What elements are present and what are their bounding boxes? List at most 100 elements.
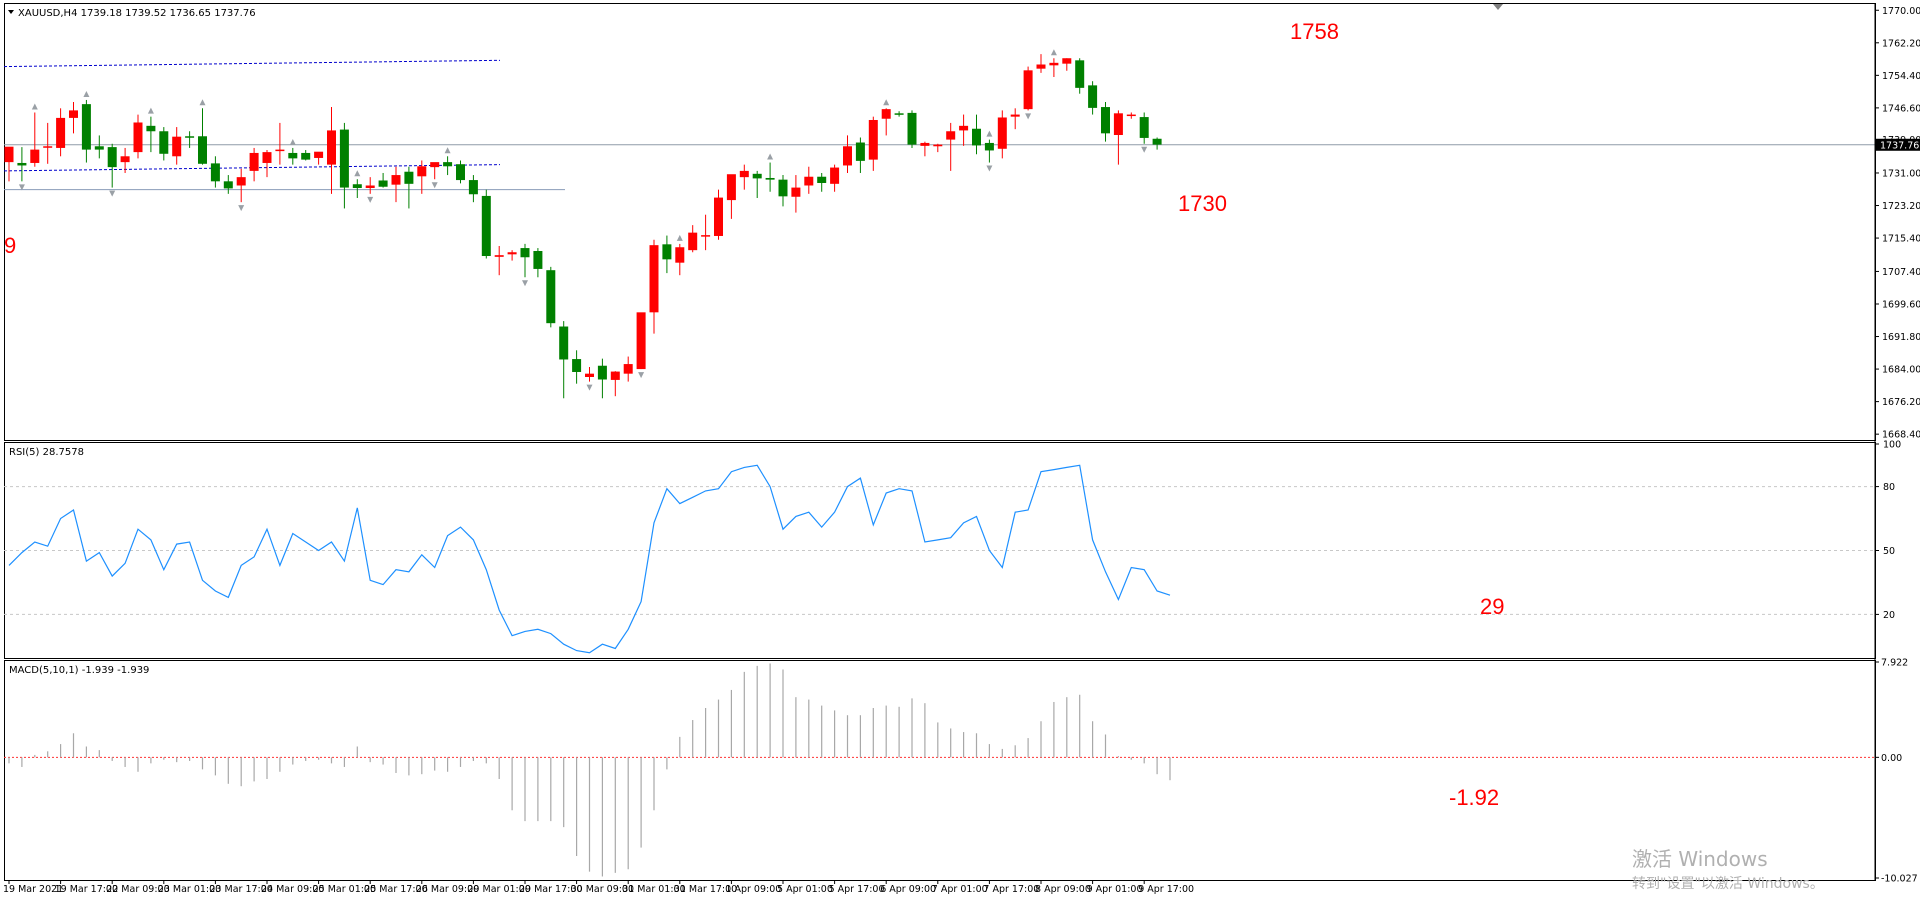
candle-body[interactable] (172, 136, 182, 157)
candle-body[interactable] (4, 146, 14, 163)
candle-body[interactable] (249, 152, 259, 171)
candle-body[interactable] (43, 146, 53, 148)
candle-body[interactable] (1023, 70, 1033, 110)
candle-body[interactable] (739, 170, 749, 178)
rsi-line[interactable] (8, 464, 1171, 654)
candle-body[interactable] (1075, 60, 1085, 88)
candle-body[interactable] (933, 144, 943, 147)
candle-body[interactable] (133, 122, 143, 153)
candle-body[interactable] (778, 179, 788, 197)
candle-body[interactable] (81, 104, 91, 150)
candle-body[interactable] (546, 270, 556, 324)
candle-body[interactable] (468, 180, 478, 195)
candle-body[interactable] (997, 117, 1007, 149)
channel-lower-line[interactable] (3, 164, 501, 172)
price-tick-label: 1691.80 (1882, 332, 1920, 343)
macd-panel[interactable] (4, 660, 1876, 881)
candle-body[interactable] (1036, 64, 1046, 69)
candle-body[interactable] (701, 235, 711, 237)
candle-body[interactable] (146, 125, 156, 132)
candle-body[interactable] (752, 173, 762, 179)
candle-body[interactable] (69, 110, 78, 118)
candle-body[interactable] (352, 184, 362, 188)
candle-body[interactable] (817, 176, 827, 183)
candle-body[interactable] (714, 197, 723, 236)
candle-body[interactable] (494, 255, 504, 257)
candle-body[interactable] (30, 149, 40, 163)
candle-body[interactable] (726, 174, 736, 201)
candle-body[interactable] (404, 171, 414, 184)
chart-shift-marker-icon[interactable] (1493, 4, 1503, 10)
candle-body[interactable] (881, 109, 891, 119)
candle-body[interactable] (791, 187, 801, 197)
candle-body[interactable] (572, 359, 582, 372)
candle-body[interactable] (481, 195, 491, 257)
candle-body[interactable] (1126, 114, 1136, 117)
candle-body[interactable] (959, 125, 969, 131)
candle-body[interactable] (107, 147, 117, 168)
candle-body[interactable] (236, 177, 246, 186)
candle-body[interactable] (843, 146, 852, 166)
main-chart-panel[interactable] (4, 3, 1876, 441)
candle-body[interactable] (520, 248, 530, 258)
candle-body[interactable] (946, 131, 956, 140)
candle-body[interactable] (662, 244, 672, 260)
candle-body[interactable] (984, 142, 994, 151)
candle-body[interactable] (456, 164, 465, 181)
candle-body[interactable] (210, 163, 220, 182)
candle-body[interactable] (391, 175, 401, 185)
candle-body[interactable] (378, 180, 388, 187)
candle-body[interactable] (1139, 117, 1149, 138)
candle-body[interactable] (1152, 138, 1162, 145)
candle-body[interactable] (855, 142, 865, 161)
candle-body[interactable] (675, 247, 685, 263)
candle-body[interactable] (159, 131, 169, 154)
candle-body[interactable] (223, 181, 233, 189)
candle-body[interactable] (1062, 58, 1072, 64)
candle-body[interactable] (765, 177, 775, 180)
candle-body[interactable] (185, 136, 195, 138)
candle-body[interactable] (830, 167, 840, 184)
candle-body[interactable] (275, 149, 285, 152)
candle-body[interactable] (314, 151, 324, 158)
candle-body[interactable] (920, 142, 930, 146)
candle-body[interactable] (1101, 107, 1110, 134)
candle-body[interactable] (804, 176, 814, 186)
candle-body[interactable] (868, 119, 878, 160)
candle-body[interactable] (56, 117, 66, 148)
candle-body[interactable] (507, 252, 517, 255)
candle-body[interactable] (417, 166, 427, 177)
channel-upper-line[interactable] (3, 59, 501, 68)
candle-body[interactable] (597, 365, 607, 380)
candle-body[interactable] (894, 113, 904, 115)
candle-body[interactable] (559, 326, 569, 360)
candle-body[interactable] (430, 162, 440, 168)
candle-body[interactable] (1049, 62, 1059, 66)
candle-body[interactable] (1010, 114, 1020, 117)
candle-body[interactable] (288, 152, 298, 159)
candle-body[interactable] (301, 152, 311, 160)
candle-body[interactable] (17, 162, 27, 166)
candle-body[interactable] (623, 364, 633, 374)
candle-body[interactable] (1088, 85, 1098, 108)
candle-body[interactable] (688, 232, 698, 251)
candle-body[interactable] (907, 112, 917, 145)
candle-body[interactable] (533, 250, 543, 269)
candle-body[interactable] (327, 130, 336, 165)
fractal-down-marker (238, 205, 245, 212)
candle-body[interactable] (649, 245, 659, 313)
candle-body[interactable] (1113, 113, 1123, 136)
candle-body[interactable] (94, 146, 104, 150)
candle-body[interactable] (636, 312, 646, 370)
candle-body[interactable] (120, 156, 130, 163)
candle-body[interactable] (339, 129, 349, 188)
candle-body[interactable] (972, 128, 981, 146)
candle-body[interactable] (443, 162, 453, 167)
candle-body[interactable] (262, 152, 272, 163)
candle-body[interactable] (198, 136, 207, 164)
candle-body[interactable] (365, 185, 375, 188)
candle-body[interactable] (610, 371, 620, 380)
candle-body[interactable] (585, 373, 594, 377)
symbol-menu-icon[interactable] (8, 10, 14, 14)
